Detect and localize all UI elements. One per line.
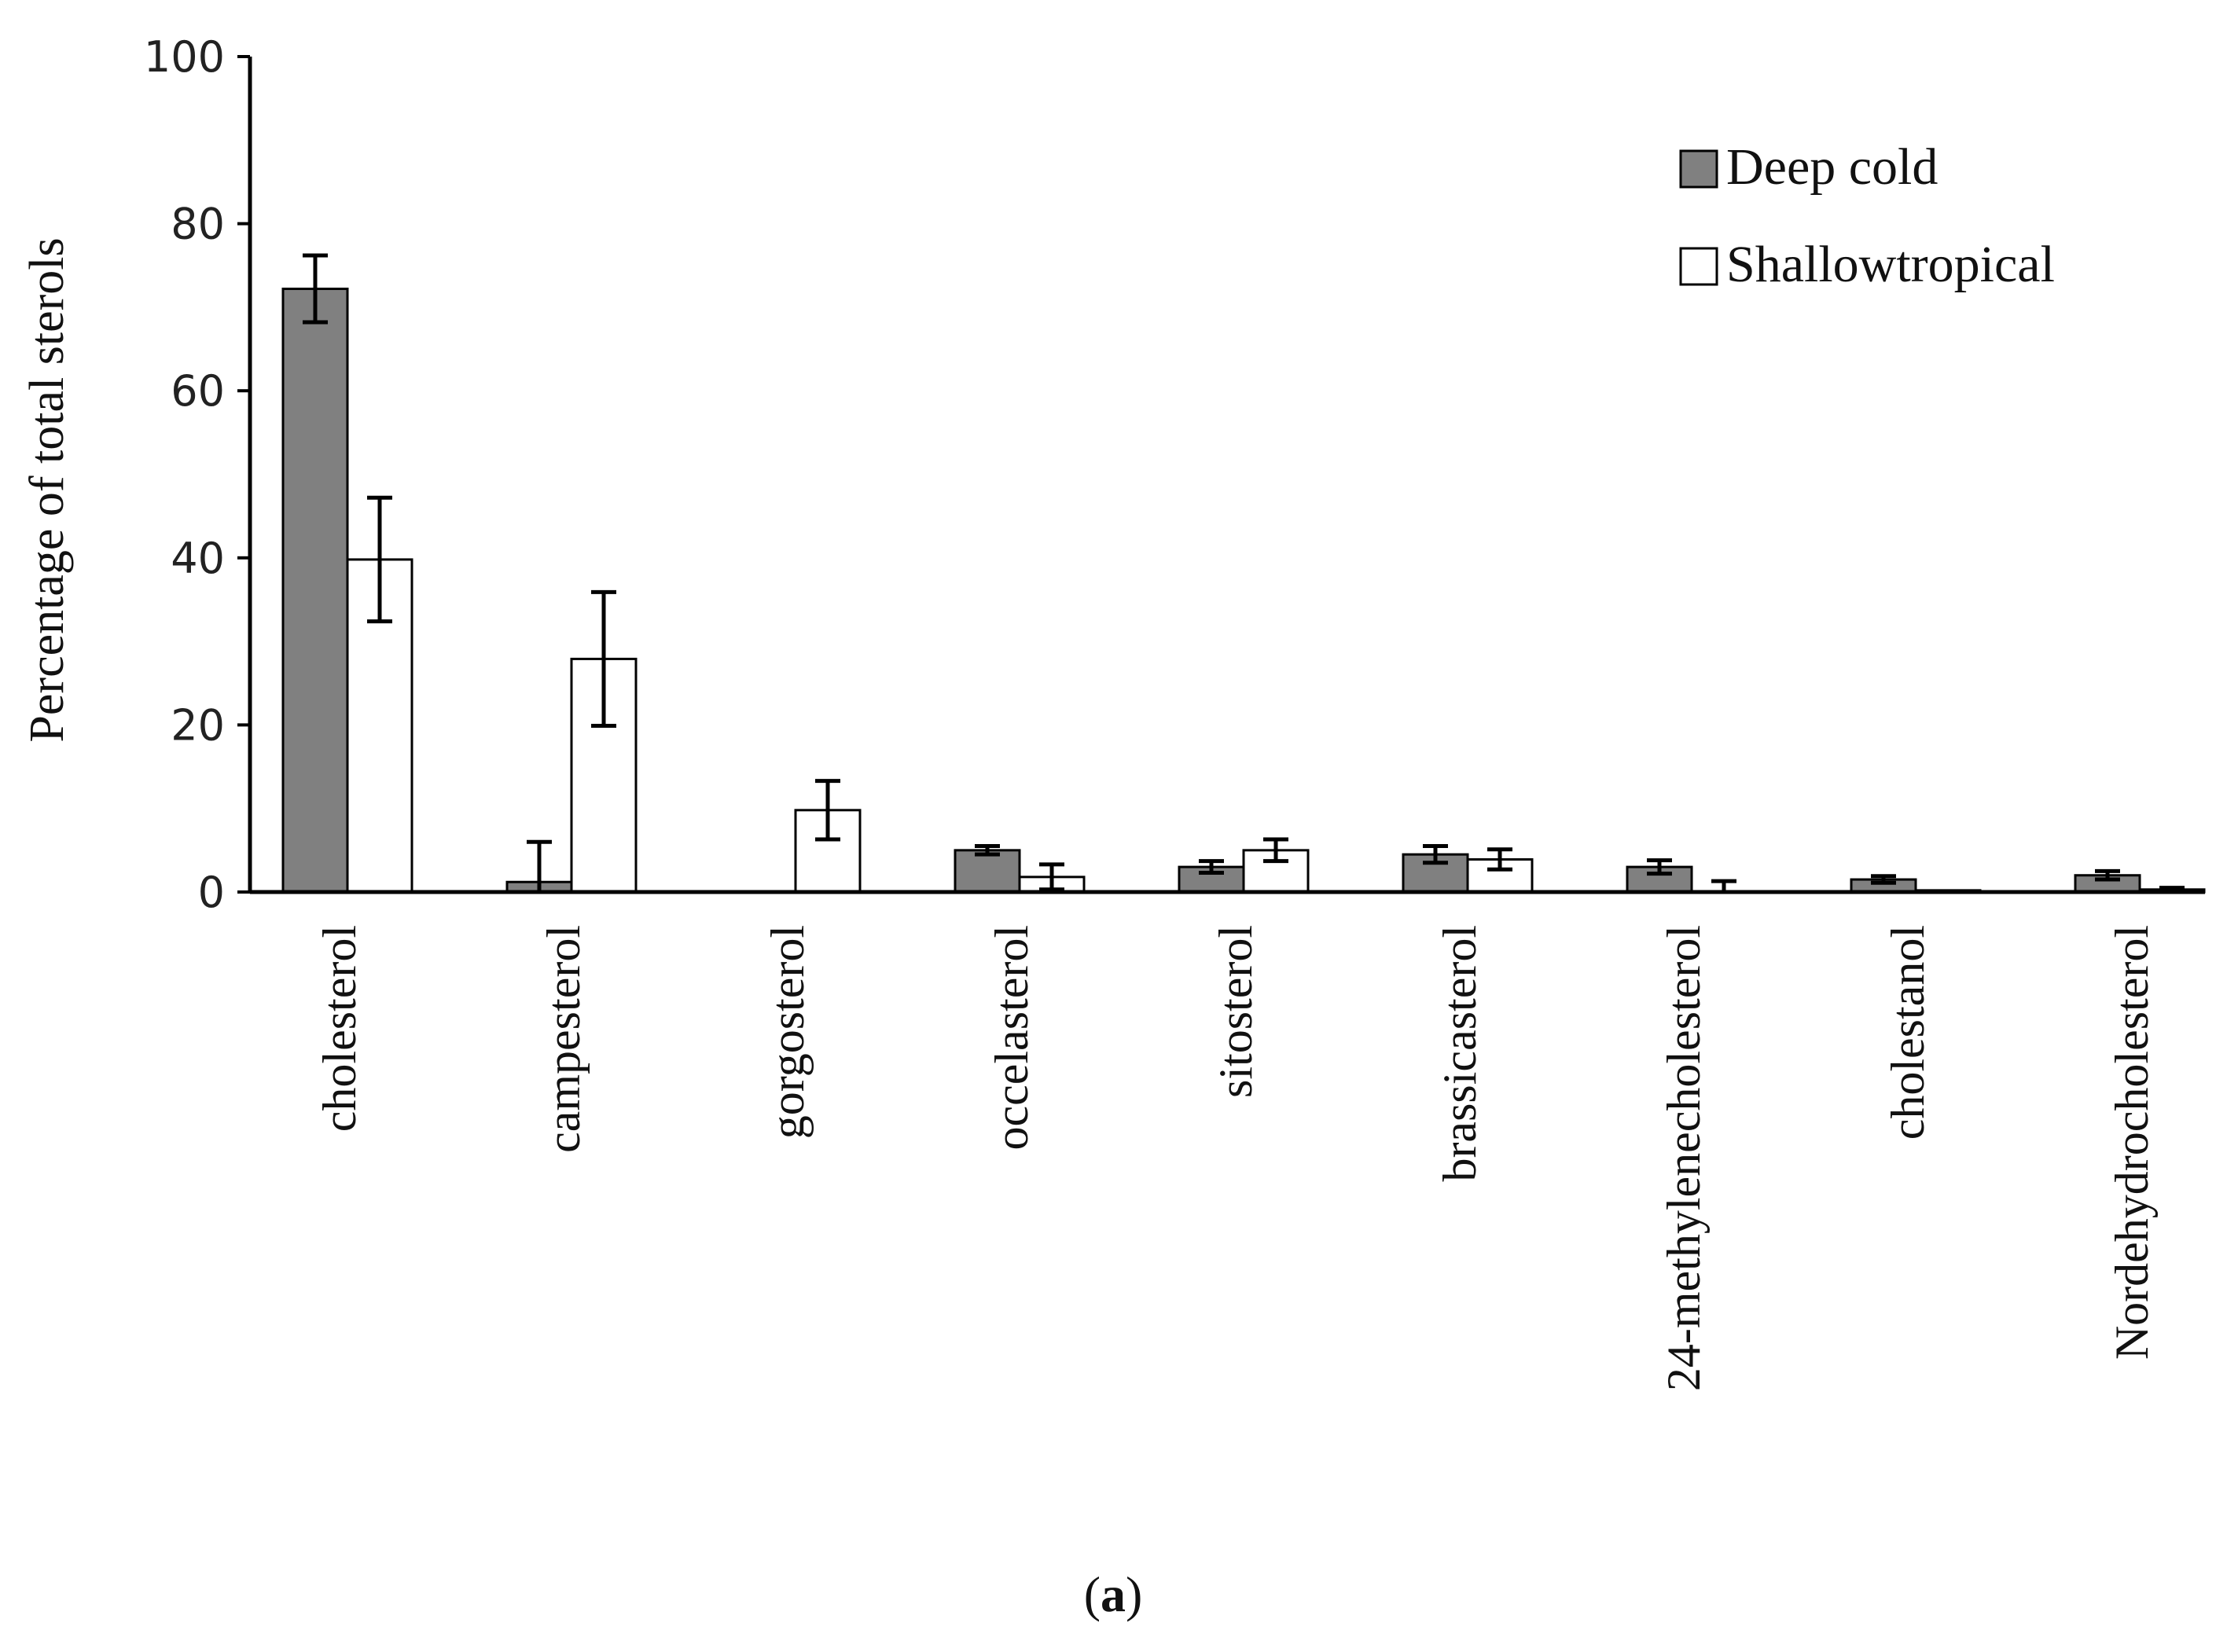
legend-entry-shallow-tropical: Shallowtropical xyxy=(1679,236,2055,293)
caption-letter: a xyxy=(1101,1566,1126,1622)
legend-label-deep-cold: Deep cold xyxy=(1726,138,1938,196)
error-bar-shallow-tropical-gorgosterol xyxy=(815,779,840,842)
axes-layer xyxy=(237,55,2205,894)
error-bar-shallow-tropical-cholesterol xyxy=(367,495,392,624)
x-tick-label-campesterol: campesterol xyxy=(538,925,590,1153)
error-bar-deep-cold-brassicasterol xyxy=(1423,844,1448,865)
error-bar-shallow-tropical-occelasterol xyxy=(1039,862,1064,892)
error-bars-layer xyxy=(303,253,2185,894)
x-tick-label-24-methylenecholesterol: 24-methylenecholesterol xyxy=(1658,925,1710,1391)
caption-open-paren: ( xyxy=(1084,1566,1101,1622)
legend: Deep cold Shallowtropical xyxy=(1679,138,2055,293)
error-bar-deep-cold-nordehydrocholesterol xyxy=(2095,868,2120,882)
figure-caption: (a) xyxy=(1084,1566,1143,1622)
error-bar-deep-cold-sitosterol xyxy=(1199,859,1224,876)
y-tick-label-80: 80 xyxy=(171,200,225,249)
caption-close-paren: ) xyxy=(1126,1566,1142,1622)
x-tick-label-cholestanol: cholestanol xyxy=(1882,925,1934,1140)
y-axis-title: Percentage of total sterols xyxy=(20,237,74,742)
x-tick-label-gorgosterol: gorgosterol xyxy=(762,925,814,1139)
error-bar-shallow-tropical-sitosterol xyxy=(1263,837,1288,864)
legend-swatch-shallow-tropical xyxy=(1679,247,1718,286)
y-tick-label-100: 100 xyxy=(144,32,225,82)
x-tick-label-nordehydrocholesterol: Nordehydrocholesterol xyxy=(2106,925,2158,1360)
legend-entry-deep-cold: Deep cold xyxy=(1679,138,1938,196)
y-tick-label-60: 60 xyxy=(171,366,225,416)
error-bar-deep-cold-cholesterol xyxy=(303,253,328,325)
x-tick-label-sitosterol: sitosterol xyxy=(1210,925,1262,1098)
y-tick-label-20: 20 xyxy=(171,700,225,750)
error-bar-shallow-tropical-brassicasterol xyxy=(1487,847,1512,872)
error-bar-deep-cold-24-methylenecholesterol xyxy=(1647,858,1672,876)
labels-layer: 0 20 40 60 80 100 Percentage of total sterols c… xyxy=(20,32,2158,1391)
x-tick-label-brassicasterol: brassicasterol xyxy=(1434,925,1486,1182)
bar-deep-cold-occelasterol xyxy=(954,849,1021,894)
y-tick-label-0: 0 xyxy=(198,868,225,917)
y-tick-label-40: 40 xyxy=(171,534,225,583)
x-tick-label-occelasterol: occelasterol xyxy=(986,925,1038,1151)
error-bar-deep-cold-occelasterol xyxy=(975,844,1000,857)
legend-label-shallow-tropical: Shallowtropical xyxy=(1726,236,2055,293)
legend-swatch-deep-cold xyxy=(1679,149,1718,189)
error-bar-deep-cold-cholestanol xyxy=(1871,874,1896,885)
bar-deep-cold-cholesterol xyxy=(281,288,349,894)
x-tick-label-cholesterol: cholesterol xyxy=(314,925,366,1132)
bars-layer xyxy=(281,288,2206,894)
error-bar-shallow-tropical-campesterol xyxy=(591,589,616,728)
